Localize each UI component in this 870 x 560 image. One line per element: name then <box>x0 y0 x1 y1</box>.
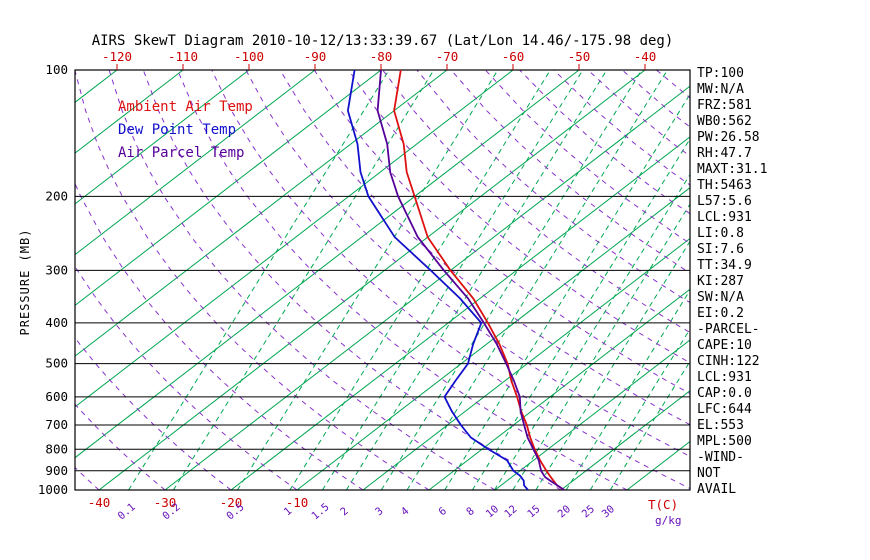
stat-line: TH:5463 <box>697 178 752 193</box>
stat-line: LFC:644 <box>697 402 752 417</box>
top-temp-tick: -40 <box>634 49 657 64</box>
mixing-ratio-tick: 20 <box>556 503 573 520</box>
stat-line: WB0:562 <box>697 114 752 129</box>
legend-air-parcel-temp: Air Parcel Temp <box>118 145 245 161</box>
stat-line: -WIND- <box>697 450 744 465</box>
stat-line: CAP:0.0 <box>697 386 752 401</box>
mixing-ratio-tick: 12 <box>502 503 519 520</box>
bottom-temp-tick: -40 <box>88 495 111 510</box>
pressure-tick: 400 <box>45 315 68 330</box>
bottom-temp-tick: -20 <box>220 495 243 510</box>
stat-line: AVAIL <box>697 482 737 497</box>
top-temp-tick: -60 <box>502 49 525 64</box>
stat-line: EL:553 <box>697 418 744 433</box>
stats-panel: TP:100 MW:N/A FRZ:581 WB0:562 PW:26.58 RH:47.… <box>697 66 867 498</box>
stat-line: MAXT:31.1 <box>697 162 768 177</box>
mixing-ratio-lines <box>128 70 690 490</box>
bottom-temp-tick: -30 <box>154 495 177 510</box>
stat-line: SI:7.6 <box>697 242 744 257</box>
pressure-tick: 900 <box>45 463 68 478</box>
stat-line: LCL:931 <box>697 210 752 225</box>
chart-title: AIRS SkewT Diagram 2010-10-12/13:33:39.6… <box>91 33 674 49</box>
pressure-tick: 500 <box>45 356 68 371</box>
stat-line: -PARCEL- <box>697 322 760 337</box>
pressure-tick: 700 <box>45 417 68 432</box>
top-temp-tick: -70 <box>436 49 459 64</box>
legend-dew-point-temp: Dew Point Temp <box>118 122 237 138</box>
stat-line: TT:34.9 <box>697 258 752 273</box>
top-temp-tick: -90 <box>304 49 327 64</box>
isotherm-lines <box>75 70 690 490</box>
mixing-ratio-tick: 25 <box>580 503 597 520</box>
curve-ambient-air-temp <box>393 70 565 490</box>
sounding-curves <box>346 70 565 490</box>
mixing-ratio-tick: 1.5 <box>309 501 331 522</box>
mixing-ratio-tick: 0.1 <box>116 501 138 522</box>
curve-dew-point-temp <box>346 70 529 490</box>
curve-air-parcel-temp <box>376 70 565 490</box>
pressure-tick: 600 <box>45 389 68 404</box>
stat-line: TP:100 <box>697 66 744 81</box>
stat-line: RH:47.7 <box>697 146 752 161</box>
bottom-temp-tick: -10 <box>286 495 309 510</box>
stat-line: MW:N/A <box>697 82 744 97</box>
top-temp-tick: -120 <box>102 49 132 64</box>
temp-unit-label: T(C) <box>648 497 678 512</box>
top-temp-tick: -110 <box>168 49 198 64</box>
stat-line: LCL:931 <box>697 370 752 385</box>
stat-line: SW:N/A <box>697 290 744 305</box>
legend: Ambient Air Temp Dew Point Temp Air Parc… <box>118 96 253 165</box>
pressure-tick: 1000 <box>38 482 68 497</box>
stat-line: CINH:122 <box>697 354 760 369</box>
pressure-tick: 300 <box>45 262 68 277</box>
mixing-ratio-tick: 15 <box>525 503 542 520</box>
stat-line: LI:0.8 <box>697 226 744 241</box>
mixing-ratio-tick: 2 <box>338 505 351 518</box>
legend-ambient-air-temp: Ambient Air Temp <box>118 99 253 115</box>
stat-line: L57:5.6 <box>697 194 752 209</box>
pressure-tick: 100 <box>45 62 68 77</box>
mixing-ratio-tick: 4 <box>399 505 412 518</box>
mixing-ratio-tick: 6 <box>436 505 449 518</box>
mixing-ratio-tick: 8 <box>464 505 477 518</box>
top-temp-tick: -100 <box>234 49 264 64</box>
stat-line: PW:26.58 <box>697 130 760 145</box>
mixing-ratio-tick: 3 <box>373 505 386 518</box>
stat-line: MPL:500 <box>697 434 752 449</box>
mixing-ratio-tick: 10 <box>484 503 501 520</box>
stat-line: EI:0.2 <box>697 306 744 321</box>
top-temp-tick: -50 <box>568 49 591 64</box>
stat-line: KI:287 <box>697 274 744 289</box>
mixing-ratio-tick: 30 <box>600 503 617 520</box>
mixing-unit-label: g/kg <box>655 514 682 527</box>
pressure-tick: 200 <box>45 188 68 203</box>
top-temp-tick: -80 <box>370 49 393 64</box>
plot-border <box>74 69 691 491</box>
stat-line: NOT <box>697 466 721 481</box>
pressure-tick: 800 <box>45 441 68 456</box>
stat-line: CAPE:10 <box>697 338 752 353</box>
stat-line: FRZ:581 <box>697 98 752 113</box>
